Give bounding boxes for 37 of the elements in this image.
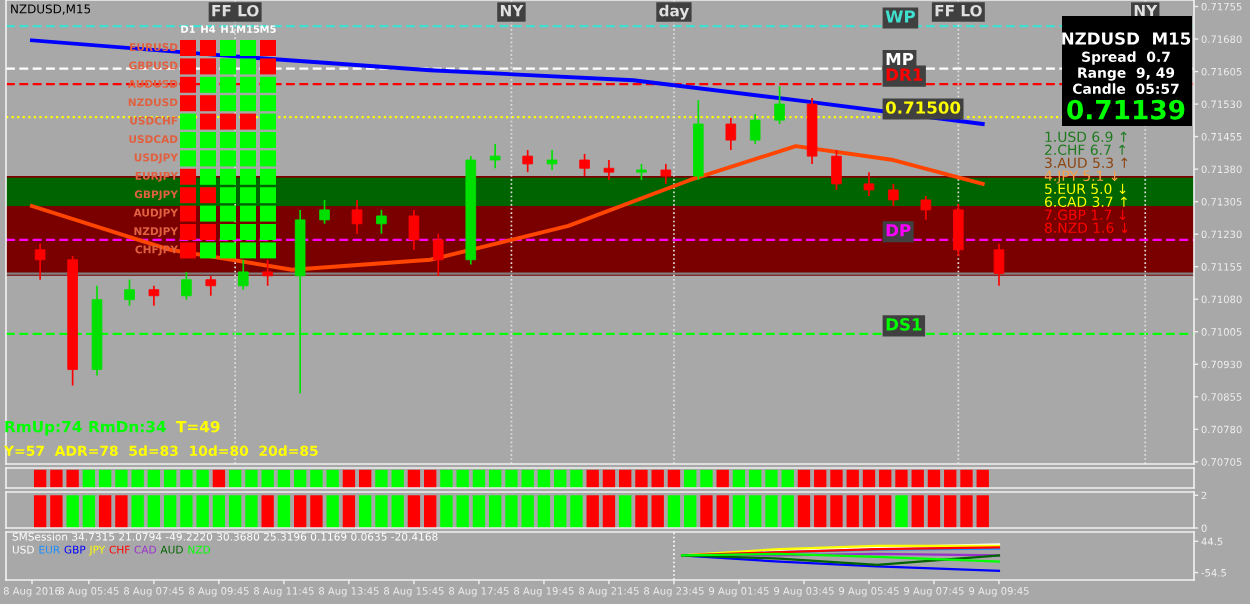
candlestick: [660, 163, 672, 185]
candlestick: [408, 209, 420, 251]
ref-line-label: WP: [885, 10, 916, 23]
candlestick: [376, 209, 387, 235]
line-series: [30, 38, 985, 126]
candlestick: [124, 278, 135, 307]
candlestick: [920, 195, 932, 221]
candlestick: [148, 284, 160, 307]
ref-line-label: DS1: [886, 318, 922, 331]
candlestick: [579, 153, 590, 177]
ref-line-label: DR1: [886, 68, 923, 81]
candlestick: [34, 242, 46, 281]
candlestick: [888, 183, 899, 207]
candlestick: [749, 113, 761, 145]
candlestick: [953, 202, 964, 257]
ref-line-label: MP: [886, 52, 914, 66]
candlestick: [205, 274, 217, 297]
candlestick: [831, 149, 842, 191]
candlestick: [863, 171, 875, 197]
candlestick: [237, 258, 249, 291]
candlestick: [319, 199, 330, 225]
candlestick: [725, 117, 737, 151]
annotation: 0.71139: [1067, 99, 1185, 120]
ref-line-label: 0.71500: [885, 101, 961, 114]
candlestick: [603, 159, 615, 181]
candlestick: [351, 199, 363, 235]
candlestick: [522, 149, 533, 173]
line-series: [30, 144, 985, 272]
candlestick: [489, 143, 501, 170]
candlestick: [433, 232, 444, 277]
candlestick: [774, 85, 785, 125]
candlestick: [993, 242, 1005, 287]
ref-line-label: DP: [886, 224, 911, 237]
candlestick: [546, 149, 558, 171]
candlestick: [181, 271, 192, 301]
annotation: NZDUSD M15: [1062, 32, 1191, 45]
candlestick: [262, 258, 273, 287]
